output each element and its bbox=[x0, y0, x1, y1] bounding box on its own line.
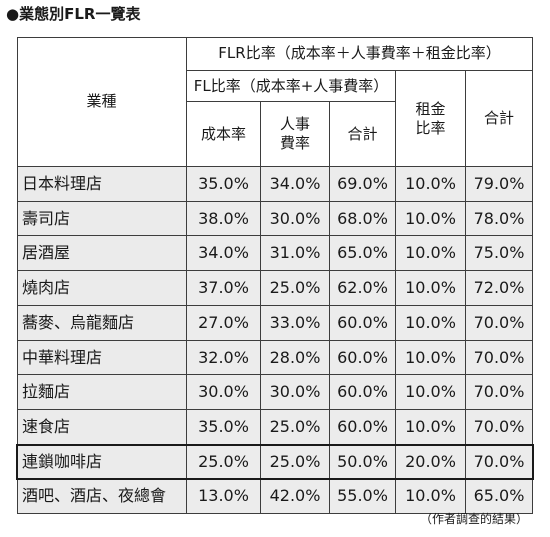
table-cell: 20.0% bbox=[396, 445, 466, 479]
header-industry: 業種 bbox=[17, 37, 187, 167]
table-cell: 79.0% bbox=[466, 167, 533, 202]
table-row-label: 連鎖咖啡店 bbox=[17, 445, 187, 479]
table-cell: 30.0% bbox=[187, 375, 261, 410]
table-cell: 31.0% bbox=[261, 236, 330, 271]
table-cell: 25.0% bbox=[261, 271, 330, 306]
table-cell: 10.0% bbox=[396, 271, 466, 306]
header-labor-rate: 人事 費率 bbox=[261, 102, 330, 167]
table-cell: 70.0% bbox=[466, 445, 533, 479]
table-cell: 10.0% bbox=[396, 167, 466, 202]
table-cell: 34.0% bbox=[261, 167, 330, 202]
table-cell: 50.0% bbox=[330, 445, 396, 479]
table-row-label: 速食店 bbox=[17, 410, 187, 445]
table-cell: 27.0% bbox=[187, 306, 261, 341]
table-cell: 60.0% bbox=[330, 306, 396, 341]
table-cell: 60.0% bbox=[330, 410, 396, 445]
table-cell: 70.0% bbox=[466, 341, 533, 375]
table-cell: 69.0% bbox=[330, 167, 396, 202]
table-row-label: 酒吧、酒店、夜總會 bbox=[17, 479, 187, 514]
table-cell: 25.0% bbox=[261, 410, 330, 445]
table-row-label: 中華料理店 bbox=[17, 341, 187, 375]
table-cell: 25.0% bbox=[261, 445, 330, 479]
table-cell: 13.0% bbox=[187, 479, 261, 514]
table-cell: 10.0% bbox=[396, 236, 466, 271]
table-row-label: 壽司店 bbox=[17, 202, 187, 236]
table-row-label: 居酒屋 bbox=[17, 236, 187, 271]
table-cell: 25.0% bbox=[187, 445, 261, 479]
table-cell: 35.0% bbox=[187, 410, 261, 445]
table-cell: 10.0% bbox=[396, 479, 466, 514]
table-cell: 34.0% bbox=[187, 236, 261, 271]
header-fl-ratio: FL比率（成本率+人事費率） bbox=[187, 71, 396, 102]
table-cell: 70.0% bbox=[466, 410, 533, 445]
table-cell: 65.0% bbox=[466, 479, 533, 514]
header-flr-ratio: FLR比率（成本率＋人事費率＋租金比率） bbox=[187, 37, 533, 71]
table-cell: 70.0% bbox=[466, 306, 533, 341]
table-cell: 60.0% bbox=[330, 375, 396, 410]
table-cell: 10.0% bbox=[396, 202, 466, 236]
table-cell: 38.0% bbox=[187, 202, 261, 236]
table-row-label: 燒肉店 bbox=[17, 271, 187, 306]
header-rent-ratio: 租金 比率 bbox=[396, 71, 466, 167]
table-cell: 68.0% bbox=[330, 202, 396, 236]
table-cell: 35.0% bbox=[187, 167, 261, 202]
table-cell: 10.0% bbox=[396, 341, 466, 375]
table-cell: 33.0% bbox=[261, 306, 330, 341]
table-cell: 75.0% bbox=[466, 236, 533, 271]
table-cell: 55.0% bbox=[330, 479, 396, 514]
page-title: ●業態別FLR一覽表 bbox=[6, 5, 141, 23]
table-row-label: 蕎麥、烏龍麵店 bbox=[17, 306, 187, 341]
table-cell: 60.0% bbox=[330, 341, 396, 375]
table-cell: 28.0% bbox=[261, 341, 330, 375]
table-cell: 10.0% bbox=[396, 375, 466, 410]
table-cell: 72.0% bbox=[466, 271, 533, 306]
table-cell: 37.0% bbox=[187, 271, 261, 306]
table-cell: 65.0% bbox=[330, 236, 396, 271]
header-flr-sum: 合計 bbox=[466, 71, 533, 167]
header-cost-rate: 成本率 bbox=[187, 102, 261, 167]
header-fl-sum: 合計 bbox=[330, 102, 396, 167]
table-cell: 30.0% bbox=[261, 202, 330, 236]
table-cell: 32.0% bbox=[187, 341, 261, 375]
table-cell: 62.0% bbox=[330, 271, 396, 306]
table-cell: 10.0% bbox=[396, 410, 466, 445]
table-row-label: 拉麵店 bbox=[17, 375, 187, 410]
table-row-label: 日本料理店 bbox=[17, 167, 187, 202]
table-cell: 30.0% bbox=[261, 375, 330, 410]
table-cell: 42.0% bbox=[261, 479, 330, 514]
table-cell: 78.0% bbox=[466, 202, 533, 236]
table-cell: 10.0% bbox=[396, 306, 466, 341]
table-cell: 70.0% bbox=[466, 375, 533, 410]
source-note: （作者調查的結果） bbox=[419, 512, 528, 526]
